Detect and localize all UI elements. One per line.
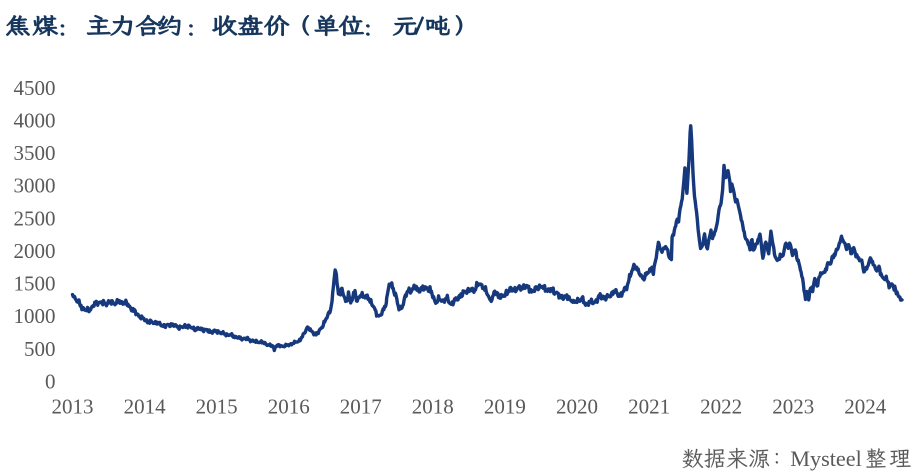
svg-text:2023: 2023 xyxy=(772,395,814,419)
svg-text:2013: 2013 xyxy=(52,395,94,419)
svg-text:0: 0 xyxy=(45,369,56,393)
svg-text:2500: 2500 xyxy=(14,206,56,230)
svg-text:2022: 2022 xyxy=(700,395,742,419)
svg-text:4000: 4000 xyxy=(14,108,56,132)
svg-text:2017: 2017 xyxy=(340,395,382,419)
svg-text:Mysteel: Mysteel xyxy=(790,446,861,471)
svg-text:2020: 2020 xyxy=(556,395,598,419)
svg-text:2021: 2021 xyxy=(628,395,670,419)
svg-text:2015: 2015 xyxy=(196,395,238,419)
svg-text:4500: 4500 xyxy=(14,76,56,100)
svg-text:2014: 2014 xyxy=(124,395,167,419)
svg-text:3500: 3500 xyxy=(14,141,56,165)
svg-text:3000: 3000 xyxy=(14,174,56,198)
svg-text:2019: 2019 xyxy=(484,395,526,419)
svg-text:2018: 2018 xyxy=(412,395,454,419)
svg-text:1000: 1000 xyxy=(14,304,56,328)
svg-text:2016: 2016 xyxy=(268,395,310,419)
svg-text:2024: 2024 xyxy=(844,395,887,419)
svg-text:2000: 2000 xyxy=(14,239,56,263)
svg-text:500: 500 xyxy=(24,337,56,361)
svg-text:1500: 1500 xyxy=(14,272,56,296)
